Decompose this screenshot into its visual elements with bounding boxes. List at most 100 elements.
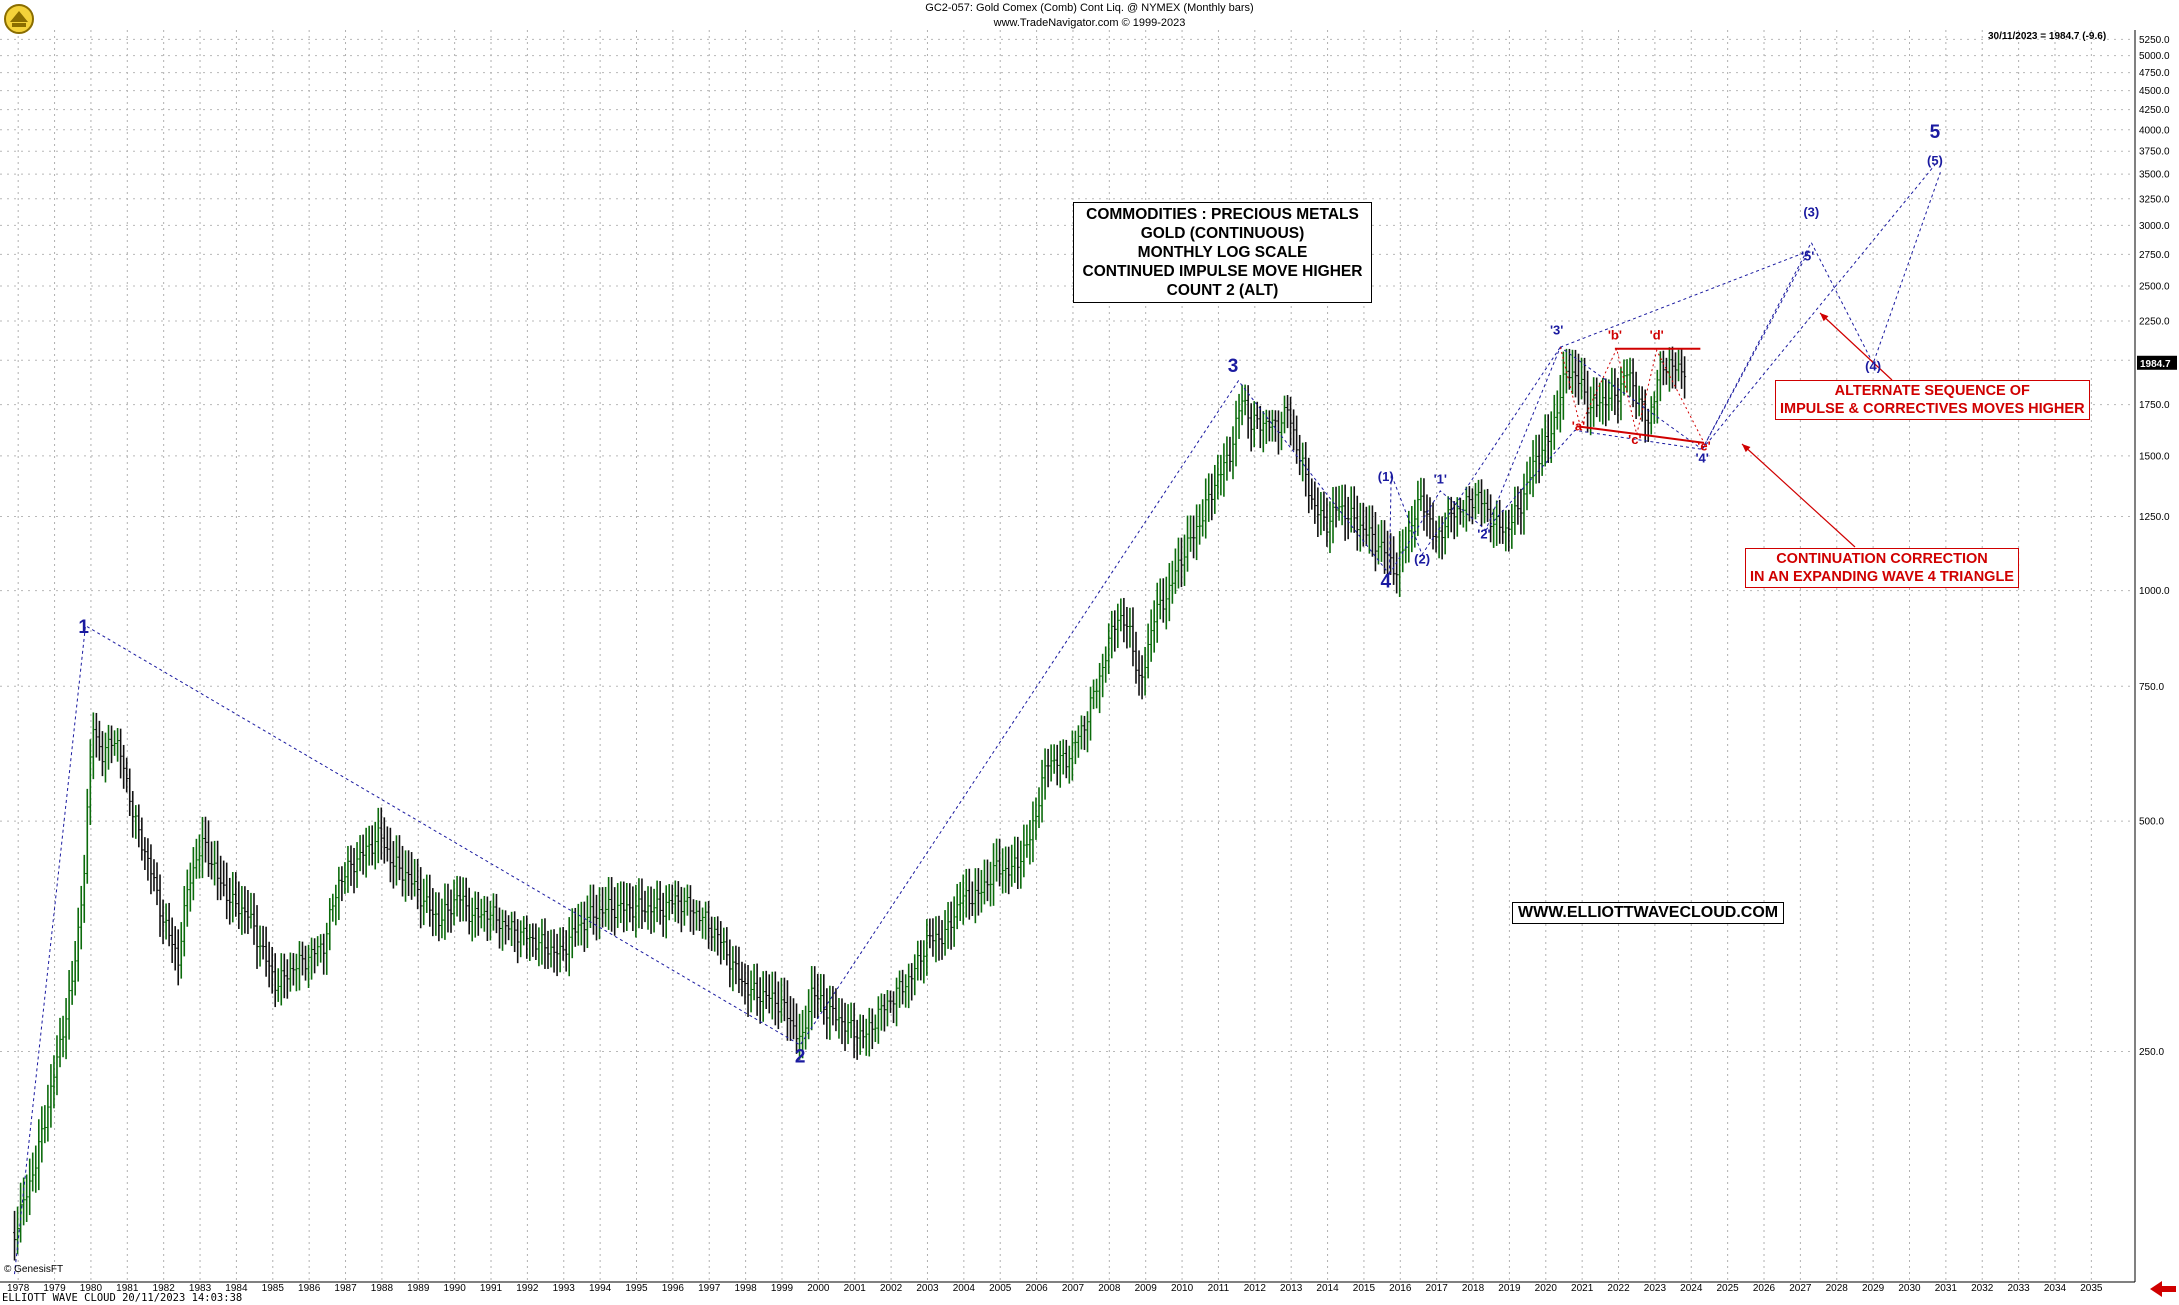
x-tick-label: 2019 (1498, 1283, 1521, 1294)
x-tick-label: 1980 (80, 1283, 103, 1294)
wave-labels: 1 2 3 4 5 (1) (2) (3) (4) (5) '1' '2' '3' '4' '5' 'a' 'b… (78, 122, 1943, 1067)
wave-minor-channel (1485, 429, 1703, 531)
price-tag-box (2137, 355, 2177, 370)
continuation-correction-note: CONTINUATION CORRECTION IN AN EXPANDING … (1745, 548, 2019, 588)
x-tick-label: 1984 (225, 1283, 248, 1294)
x-tick-label: 2034 (2044, 1283, 2067, 1294)
grid-lines (0, 30, 2135, 1282)
x-tick-label: 2003 (916, 1283, 939, 1294)
x-tick-label: 2005 (989, 1283, 1012, 1294)
wave-lines (14, 164, 1941, 1275)
info-box: COMMODITIES : PRECIOUS METALS GOLD (CONT… (1073, 202, 1372, 303)
x-tick-label: 1990 (444, 1283, 467, 1294)
price-tag-text: 1984.7 (2140, 359, 2171, 370)
x-tick-label: 2010 (1171, 1283, 1194, 1294)
x-tick-label: 2001 (844, 1283, 867, 1294)
y-tick-label: 750.0 (2139, 682, 2164, 693)
x-tick-label: 2020 (1535, 1283, 1558, 1294)
y-tick-label: 2750.0 (2139, 250, 2170, 261)
chart-subtitle: www.TradeNavigator.com © 1999-2023 (993, 17, 1186, 29)
triangle-lower-boundary (1576, 425, 1705, 444)
wave-channel-mid (1560, 250, 1810, 348)
y-tick-label: 5250.0 (2139, 35, 2170, 46)
alternate-sequence-note: ALTERNATE SEQUENCE OF IMPULSE & CORRECTI… (1775, 380, 2090, 420)
x-tick-label: 2013 (1280, 1283, 1303, 1294)
x-tick-label: 2022 (1607, 1283, 1630, 1294)
y-axis: 250.0 500.0 750.0 1000.0 1250.0 1500.0 1750.0 2… (2134, 30, 2170, 1282)
wave-label: 'c' (1628, 432, 1641, 447)
x-tick-label: 2006 (1025, 1283, 1048, 1294)
x-tick-label: 1983 (189, 1283, 212, 1294)
x-tick-label: 1979 (43, 1283, 66, 1294)
x-axis: 1978 1979 1980 1981 1982 1983 1984 1985 1986 1987… (0, 1281, 2135, 1294)
wave-label: (3) (1803, 205, 1819, 220)
x-tick-label: 1999 (771, 1283, 794, 1294)
info-line-4: CONTINUED IMPULSE MOVE HIGHER (1082, 263, 1363, 280)
x-tick-label: 1992 (516, 1283, 539, 1294)
x-tick-label: 1982 (153, 1283, 176, 1294)
y-tick-label: 4250.0 (2139, 105, 2170, 116)
last-value-label: 30/11/2023 = 1984.7 (-9.6) (1988, 31, 2107, 42)
x-tick-label: 2007 (1062, 1283, 1085, 1294)
alternate-note-line-2: IMPULSE & CORRECTIVES MOVES HIGHER (1780, 401, 2085, 417)
x-tick-label: 2029 (1862, 1283, 1885, 1294)
x-tick-label: 2031 (1935, 1283, 1958, 1294)
x-tick-label: 2004 (953, 1283, 976, 1294)
alternate-arrow (1819, 312, 1893, 381)
y-tick-label: 3750.0 (2139, 147, 2170, 158)
wave-label: 'b' (1608, 327, 1622, 342)
x-tick-label: 2035 (2080, 1283, 2103, 1294)
x-tick-label: 1978 (7, 1283, 30, 1294)
y-tick-label: 4750.0 (2139, 68, 2170, 79)
y-tick-label: 3500.0 (2139, 170, 2170, 181)
copyright: © GenesisFT (4, 1264, 64, 1275)
y-tick-label: 1750.0 (2139, 400, 2170, 411)
wave-label: 3 (1228, 356, 1239, 377)
triangle-abcde-line (1559, 347, 1705, 444)
wave-label: 5 (1930, 122, 1941, 143)
y-tick-label: 1500.0 (2139, 451, 2170, 462)
y-tick-label: 2250.0 (2139, 317, 2170, 328)
x-tick-label: 2023 (1644, 1283, 1667, 1294)
info-line-1: COMMODITIES : PRECIOUS METALS (1086, 206, 1359, 223)
y-tick-label: 4500.0 (2139, 86, 2170, 97)
y-tick-label: 2500.0 (2139, 282, 2170, 293)
x-tick-label: 2016 (1389, 1283, 1412, 1294)
wave-label: 4 (1380, 571, 1391, 592)
x-tick-label: 2026 (1753, 1283, 1776, 1294)
website-label: WWW.ELLIOTTWAVECLOUD.COM (1512, 902, 1785, 924)
x-tick-label: 1986 (298, 1283, 321, 1294)
wave-minor-line (1388, 252, 1809, 575)
wave-label: 'd' (1650, 327, 1664, 342)
x-tick-label: 1996 (662, 1283, 685, 1294)
x-tick-label: 2028 (1826, 1283, 1849, 1294)
continuation-note-line-1: CONTINUATION CORRECTION (1776, 551, 1988, 567)
wave-label: 1 (78, 617, 89, 638)
x-tick-label: 2030 (1898, 1283, 1921, 1294)
scroll-right-arrow-icon[interactable] (2148, 1279, 2178, 1304)
wave-label: 'e' (1697, 438, 1710, 453)
x-tick-label: 1995 (625, 1283, 648, 1294)
y-tick-label: 3000.0 (2139, 221, 2170, 232)
wave-projection-line (1701, 172, 1941, 450)
info-line-3: MONTHLY LOG SCALE (1137, 244, 1308, 261)
y-tick-label: 4000.0 (2139, 125, 2170, 136)
x-tick-label: 1981 (116, 1283, 139, 1294)
x-tick-label: 2000 (807, 1283, 830, 1294)
x-tick-label: 2025 (1717, 1283, 1740, 1294)
x-tick-label: 1994 (589, 1283, 612, 1294)
x-tick-label: 2017 (1426, 1283, 1449, 1294)
wave-label: (1) (1378, 469, 1394, 484)
wave-label: (5) (1927, 153, 1943, 168)
info-line-5: COUNT 2 (ALT) (1166, 282, 1279, 299)
x-tick-label: 2027 (1789, 1283, 1812, 1294)
price-bars (13, 346, 1687, 1261)
y-tick-label: 3250.0 (2139, 194, 2170, 205)
x-tick-label: 2011 (1208, 1283, 1230, 1294)
x-tick-label: 2012 (1244, 1283, 1267, 1294)
continuation-arrow (1741, 443, 1856, 548)
x-tick-label: 2008 (1098, 1283, 1121, 1294)
y-tick-label: 1250.0 (2139, 512, 2170, 523)
x-tick-label: 1997 (698, 1283, 721, 1294)
